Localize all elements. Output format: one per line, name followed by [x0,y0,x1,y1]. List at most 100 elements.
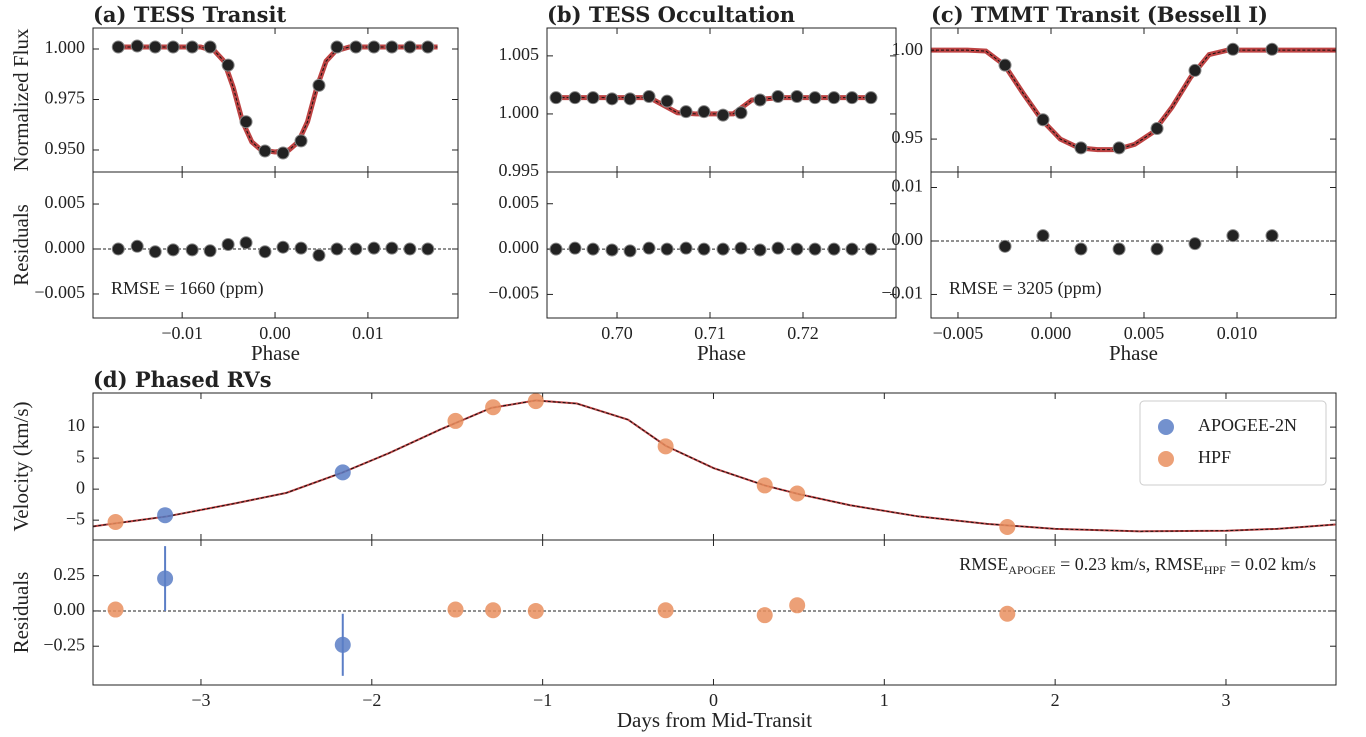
data-point [845,91,859,105]
data-point [999,605,1016,622]
data-point [734,106,748,120]
x-tick-label: 0.70 [601,323,633,343]
data-point [349,242,363,256]
y-tick-label: 0.95 [892,127,924,147]
data-point [827,242,841,256]
annotation-part: = 0.23 km/s, RMSE [1056,554,1204,574]
data-point [294,241,308,255]
x-tick-label: 0 [709,690,718,710]
data-point [312,248,326,262]
x-axis-label: Days from Mid-Transit [617,708,812,732]
data-point [1265,42,1279,56]
data-point [1036,229,1050,243]
data-point [367,241,381,255]
data-point [367,40,381,54]
model-line [931,47,1336,153]
data-point [716,108,730,122]
x-tick-label: 0.000 [1031,323,1072,343]
data-point [697,242,711,256]
data-point [111,40,125,54]
annotation-part: APOGEE [1008,563,1055,577]
data-point [330,40,344,54]
data-point [349,40,363,54]
data-point [586,242,600,256]
data-point [998,239,1012,253]
data-point [111,242,125,256]
data-point [568,241,582,255]
data-point [642,90,656,104]
data-point [334,636,351,653]
x-tick-label: −2 [362,690,381,710]
data-point [107,601,124,618]
data-point [697,105,711,119]
y-tick-label: 0.00 [54,599,86,619]
data-point [734,241,748,255]
data-point [657,438,674,455]
data-point [549,91,563,105]
data-point [716,242,730,256]
data-point [1226,42,1240,56]
data-point [1074,141,1088,155]
panel-title: (d) Phased RVs [93,367,272,392]
data-point [657,602,674,619]
legend-box [1139,400,1327,486]
data-point [623,92,637,106]
data-point [276,146,290,160]
data-point [447,601,464,618]
panel-title: (a) TESS Transit [93,2,286,27]
data-point [107,514,124,531]
data-point [864,91,878,105]
model-line [112,44,438,155]
data-point [385,241,399,255]
data-point [421,242,435,256]
annotation-part: HPF [1204,563,1226,577]
x-tick-label: 0.71 [694,323,726,343]
annotation-part: = 0.02 km/s [1226,554,1316,574]
data-point [130,239,144,253]
y-tick-label: 0.000 [499,237,540,257]
data-point [203,244,217,258]
data-point [157,507,174,524]
data-point [1226,229,1240,243]
data-point [998,58,1012,72]
y-tick-label: −5 [66,508,85,528]
data-point [586,91,600,105]
data-point [447,412,464,429]
y-tick-label: 0.00 [892,229,924,249]
panel-title: (c) TMMT Transit (Bessell I) [931,2,1268,27]
data-point [157,570,174,587]
y-tick-label: 5 [76,446,85,466]
data-point [864,242,878,256]
data-point [789,597,806,614]
data-point [221,58,235,72]
model-line-dashed [93,399,1336,532]
y-tick-label: −0.25 [43,634,85,654]
data-point [203,40,217,54]
y-axis-label: Residuals [9,572,33,654]
data-point [485,602,502,619]
data-point [485,399,502,416]
x-tick-label: −3 [191,690,210,710]
data-point [421,40,435,54]
x-tick-label: 0.00 [259,323,291,343]
data-point [808,91,822,105]
x-tick-label: −1 [533,690,552,710]
x-tick-label: 2 [1051,690,1060,710]
data-point [549,242,563,256]
data-point [239,236,253,250]
model-line-dashed [931,49,1336,151]
data-point [660,242,674,256]
data-point [403,40,417,54]
y-tick-label: 0.000 [45,237,86,257]
y-tick-label: −0.005 [488,283,539,303]
data-point [679,105,693,119]
x-axis-label: Phase [1109,341,1158,365]
data-point [527,602,544,619]
y-tick-label: 0.005 [45,192,86,212]
y-tick-label: 1.00 [892,39,924,59]
data-point [130,39,144,53]
data-point [148,40,162,54]
axes-frame [92,171,459,319]
annotation: RMSE = 1660 (ppm) [111,278,264,299]
